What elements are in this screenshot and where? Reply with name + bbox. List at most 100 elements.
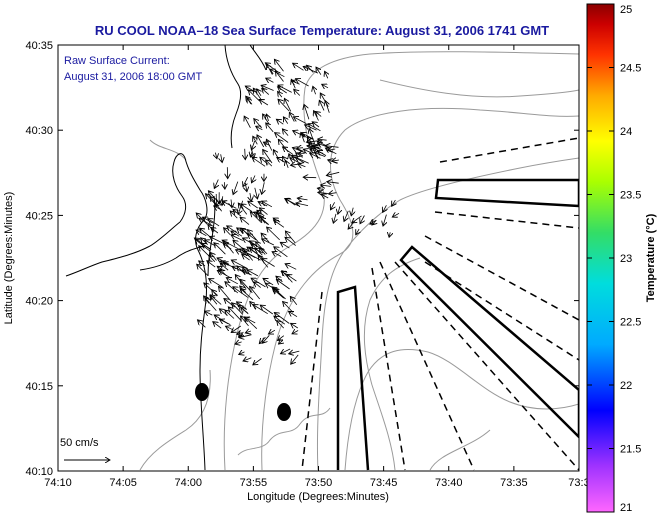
- map-plot-area: Raw Surface Current: August 31, 2006 18:…: [58, 45, 579, 471]
- current-vector: [273, 150, 278, 159]
- current-vector: [248, 230, 259, 243]
- y-tick-label: 40:30: [25, 125, 53, 137]
- station-marker: [277, 403, 291, 421]
- coastline-main: [172, 153, 208, 471]
- current-vector: [274, 288, 285, 299]
- current-vector: [261, 85, 274, 91]
- current-vector: [383, 205, 387, 212]
- current-vector: [247, 98, 251, 105]
- current-vector: [259, 336, 266, 343]
- coastline-bay: [65, 221, 181, 277]
- current-vector: [205, 298, 217, 311]
- current-vector: [372, 220, 377, 225]
- contour-line: [363, 257, 421, 471]
- current-vector: [303, 67, 319, 74]
- current-vector: [251, 278, 266, 288]
- current-vector: [321, 185, 331, 186]
- contour-line: [149, 139, 187, 161]
- current-vector: [283, 117, 287, 124]
- current-vector: [266, 123, 274, 133]
- current-vector: [319, 100, 325, 111]
- current-vector: [383, 214, 386, 226]
- y-tick-label: 40:35: [25, 40, 53, 52]
- current-vector: [292, 331, 299, 334]
- current-vector: [327, 182, 339, 184]
- current-vector: [262, 201, 273, 208]
- current-vector: [310, 149, 324, 154]
- current-vector: [291, 354, 299, 364]
- current-vector: [262, 239, 275, 246]
- current-vector: [228, 307, 242, 321]
- colorbar-tick-label: 24: [620, 126, 632, 138]
- colorbar-ticks: 21 21.5 22 22.5 23 23.5 24 24.5 25: [587, 3, 641, 514]
- current-vector: [328, 149, 336, 150]
- x-tick-label: 74:10: [44, 477, 72, 489]
- x-tick-label: 73:35: [500, 477, 528, 489]
- current-vector: [207, 261, 216, 268]
- current-vector: [287, 274, 297, 282]
- current-vector: [331, 202, 335, 210]
- current-vector: [248, 90, 260, 102]
- current-vector: [289, 351, 300, 354]
- current-vector: [214, 315, 229, 324]
- current-vector: [199, 246, 210, 257]
- current-vector: [322, 84, 329, 88]
- current-vector: [316, 67, 322, 75]
- current-vector: [280, 242, 290, 249]
- current-vector: [252, 175, 256, 183]
- colorbar-tick-label: 23: [620, 253, 632, 265]
- current-vector: [239, 335, 252, 338]
- colorbar-tick-label: 25: [620, 4, 632, 16]
- current-vector: [266, 139, 273, 151]
- current-vector: [214, 179, 218, 189]
- current-vector: [215, 152, 217, 159]
- current-vector: [275, 133, 289, 143]
- current-vector: [295, 157, 309, 164]
- colorbar-label: Temperature (°C): [645, 213, 657, 302]
- transect-dashed: [379, 261, 475, 471]
- colorbar-tick-label: 21: [620, 502, 632, 514]
- current-vector: [296, 79, 309, 87]
- x-tick-label: 73:45: [370, 477, 398, 489]
- y-tick-label: 40:10: [25, 466, 53, 478]
- current-vector: [272, 252, 282, 257]
- current-vector: [261, 217, 268, 225]
- current-vector: [291, 323, 299, 328]
- current-vector: [301, 133, 305, 143]
- transect-dashed: [434, 211, 579, 229]
- current-vector: [315, 111, 322, 116]
- colorbar-tick-label: 24.5: [620, 63, 641, 75]
- current-vector: [231, 231, 240, 237]
- current-vector: [356, 229, 359, 235]
- x-tick-label: 73:50: [305, 477, 333, 489]
- current-vector: [245, 317, 256, 324]
- current-vector: [263, 278, 274, 286]
- coastline-river: [139, 245, 206, 271]
- current-vector: [303, 177, 317, 178]
- current-vector: [265, 63, 279, 73]
- current-vector: [360, 215, 364, 224]
- current-vector: [328, 160, 339, 163]
- current-vector: [251, 145, 254, 158]
- current-vector: [312, 122, 320, 128]
- current-vector: [318, 192, 329, 193]
- current-vector: [231, 199, 232, 208]
- current-vector: [200, 228, 211, 238]
- transect-box: [336, 285, 370, 471]
- current-vector: [281, 348, 291, 354]
- current-vector: [257, 135, 265, 148]
- current-vector: [352, 215, 362, 223]
- current-vector: [243, 358, 252, 361]
- current-vector: [282, 129, 289, 136]
- transect-box: [399, 245, 579, 439]
- x-tick-label: 74:00: [174, 477, 202, 489]
- current-vector: [239, 352, 245, 355]
- current-vector: [294, 89, 301, 96]
- current-vector: [344, 210, 348, 222]
- transect-box: [434, 178, 579, 208]
- colorbar-tick-label: 22: [620, 380, 632, 392]
- current-vector: [262, 182, 265, 194]
- coastline-north: [224, 45, 242, 149]
- x-tick-label: 73:55: [240, 477, 268, 489]
